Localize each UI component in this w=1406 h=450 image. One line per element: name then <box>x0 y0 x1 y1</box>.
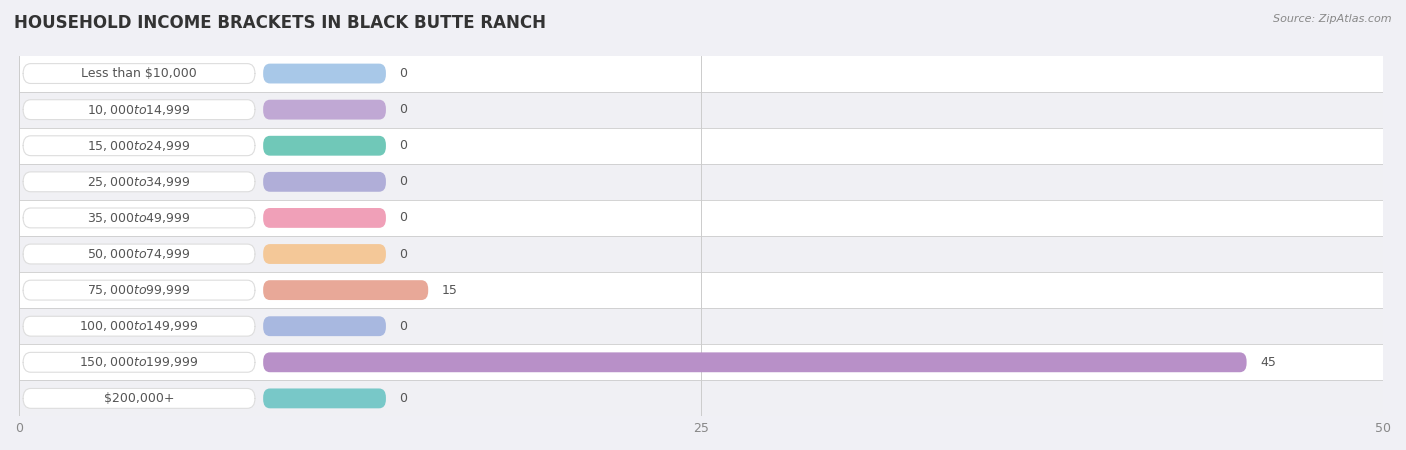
Text: 0: 0 <box>399 320 408 333</box>
Bar <box>20 164 1384 200</box>
Text: 15: 15 <box>441 284 458 297</box>
FancyBboxPatch shape <box>263 100 385 120</box>
Text: 0: 0 <box>399 139 408 152</box>
Bar <box>20 272 1384 308</box>
FancyBboxPatch shape <box>263 136 385 156</box>
FancyBboxPatch shape <box>22 244 254 264</box>
Bar <box>20 380 1384 416</box>
Text: $150,000 to $199,999: $150,000 to $199,999 <box>79 356 198 369</box>
Bar <box>20 55 1384 92</box>
Text: $200,000+: $200,000+ <box>104 392 174 405</box>
Text: HOUSEHOLD INCOME BRACKETS IN BLACK BUTTE RANCH: HOUSEHOLD INCOME BRACKETS IN BLACK BUTTE… <box>14 14 546 32</box>
FancyBboxPatch shape <box>22 136 254 156</box>
Text: $15,000 to $24,999: $15,000 to $24,999 <box>87 139 191 153</box>
FancyBboxPatch shape <box>22 172 254 192</box>
FancyBboxPatch shape <box>263 244 385 264</box>
Bar <box>20 200 1384 236</box>
Text: 0: 0 <box>399 103 408 116</box>
Bar <box>20 92 1384 128</box>
Text: $50,000 to $74,999: $50,000 to $74,999 <box>87 247 191 261</box>
FancyBboxPatch shape <box>22 352 254 372</box>
Text: $35,000 to $49,999: $35,000 to $49,999 <box>87 211 191 225</box>
Bar <box>20 344 1384 380</box>
Text: 0: 0 <box>399 176 408 189</box>
Text: $100,000 to $149,999: $100,000 to $149,999 <box>79 319 198 333</box>
FancyBboxPatch shape <box>263 208 385 228</box>
FancyBboxPatch shape <box>22 100 254 120</box>
FancyBboxPatch shape <box>22 208 254 228</box>
FancyBboxPatch shape <box>22 63 254 83</box>
FancyBboxPatch shape <box>263 388 385 408</box>
FancyBboxPatch shape <box>263 63 385 83</box>
Text: 0: 0 <box>399 248 408 261</box>
FancyBboxPatch shape <box>22 316 254 336</box>
Text: Source: ZipAtlas.com: Source: ZipAtlas.com <box>1274 14 1392 23</box>
Text: $75,000 to $99,999: $75,000 to $99,999 <box>87 283 191 297</box>
FancyBboxPatch shape <box>22 388 254 408</box>
FancyBboxPatch shape <box>263 280 429 300</box>
Bar <box>20 308 1384 344</box>
Bar <box>20 128 1384 164</box>
Text: $10,000 to $14,999: $10,000 to $14,999 <box>87 103 191 117</box>
FancyBboxPatch shape <box>22 280 254 300</box>
Text: 0: 0 <box>399 212 408 225</box>
Bar <box>20 236 1384 272</box>
Text: 45: 45 <box>1260 356 1277 369</box>
Text: Less than $10,000: Less than $10,000 <box>82 67 197 80</box>
Text: 0: 0 <box>399 67 408 80</box>
FancyBboxPatch shape <box>263 316 385 336</box>
FancyBboxPatch shape <box>263 352 1247 372</box>
Text: 0: 0 <box>399 392 408 405</box>
Text: $25,000 to $34,999: $25,000 to $34,999 <box>87 175 191 189</box>
FancyBboxPatch shape <box>263 172 385 192</box>
